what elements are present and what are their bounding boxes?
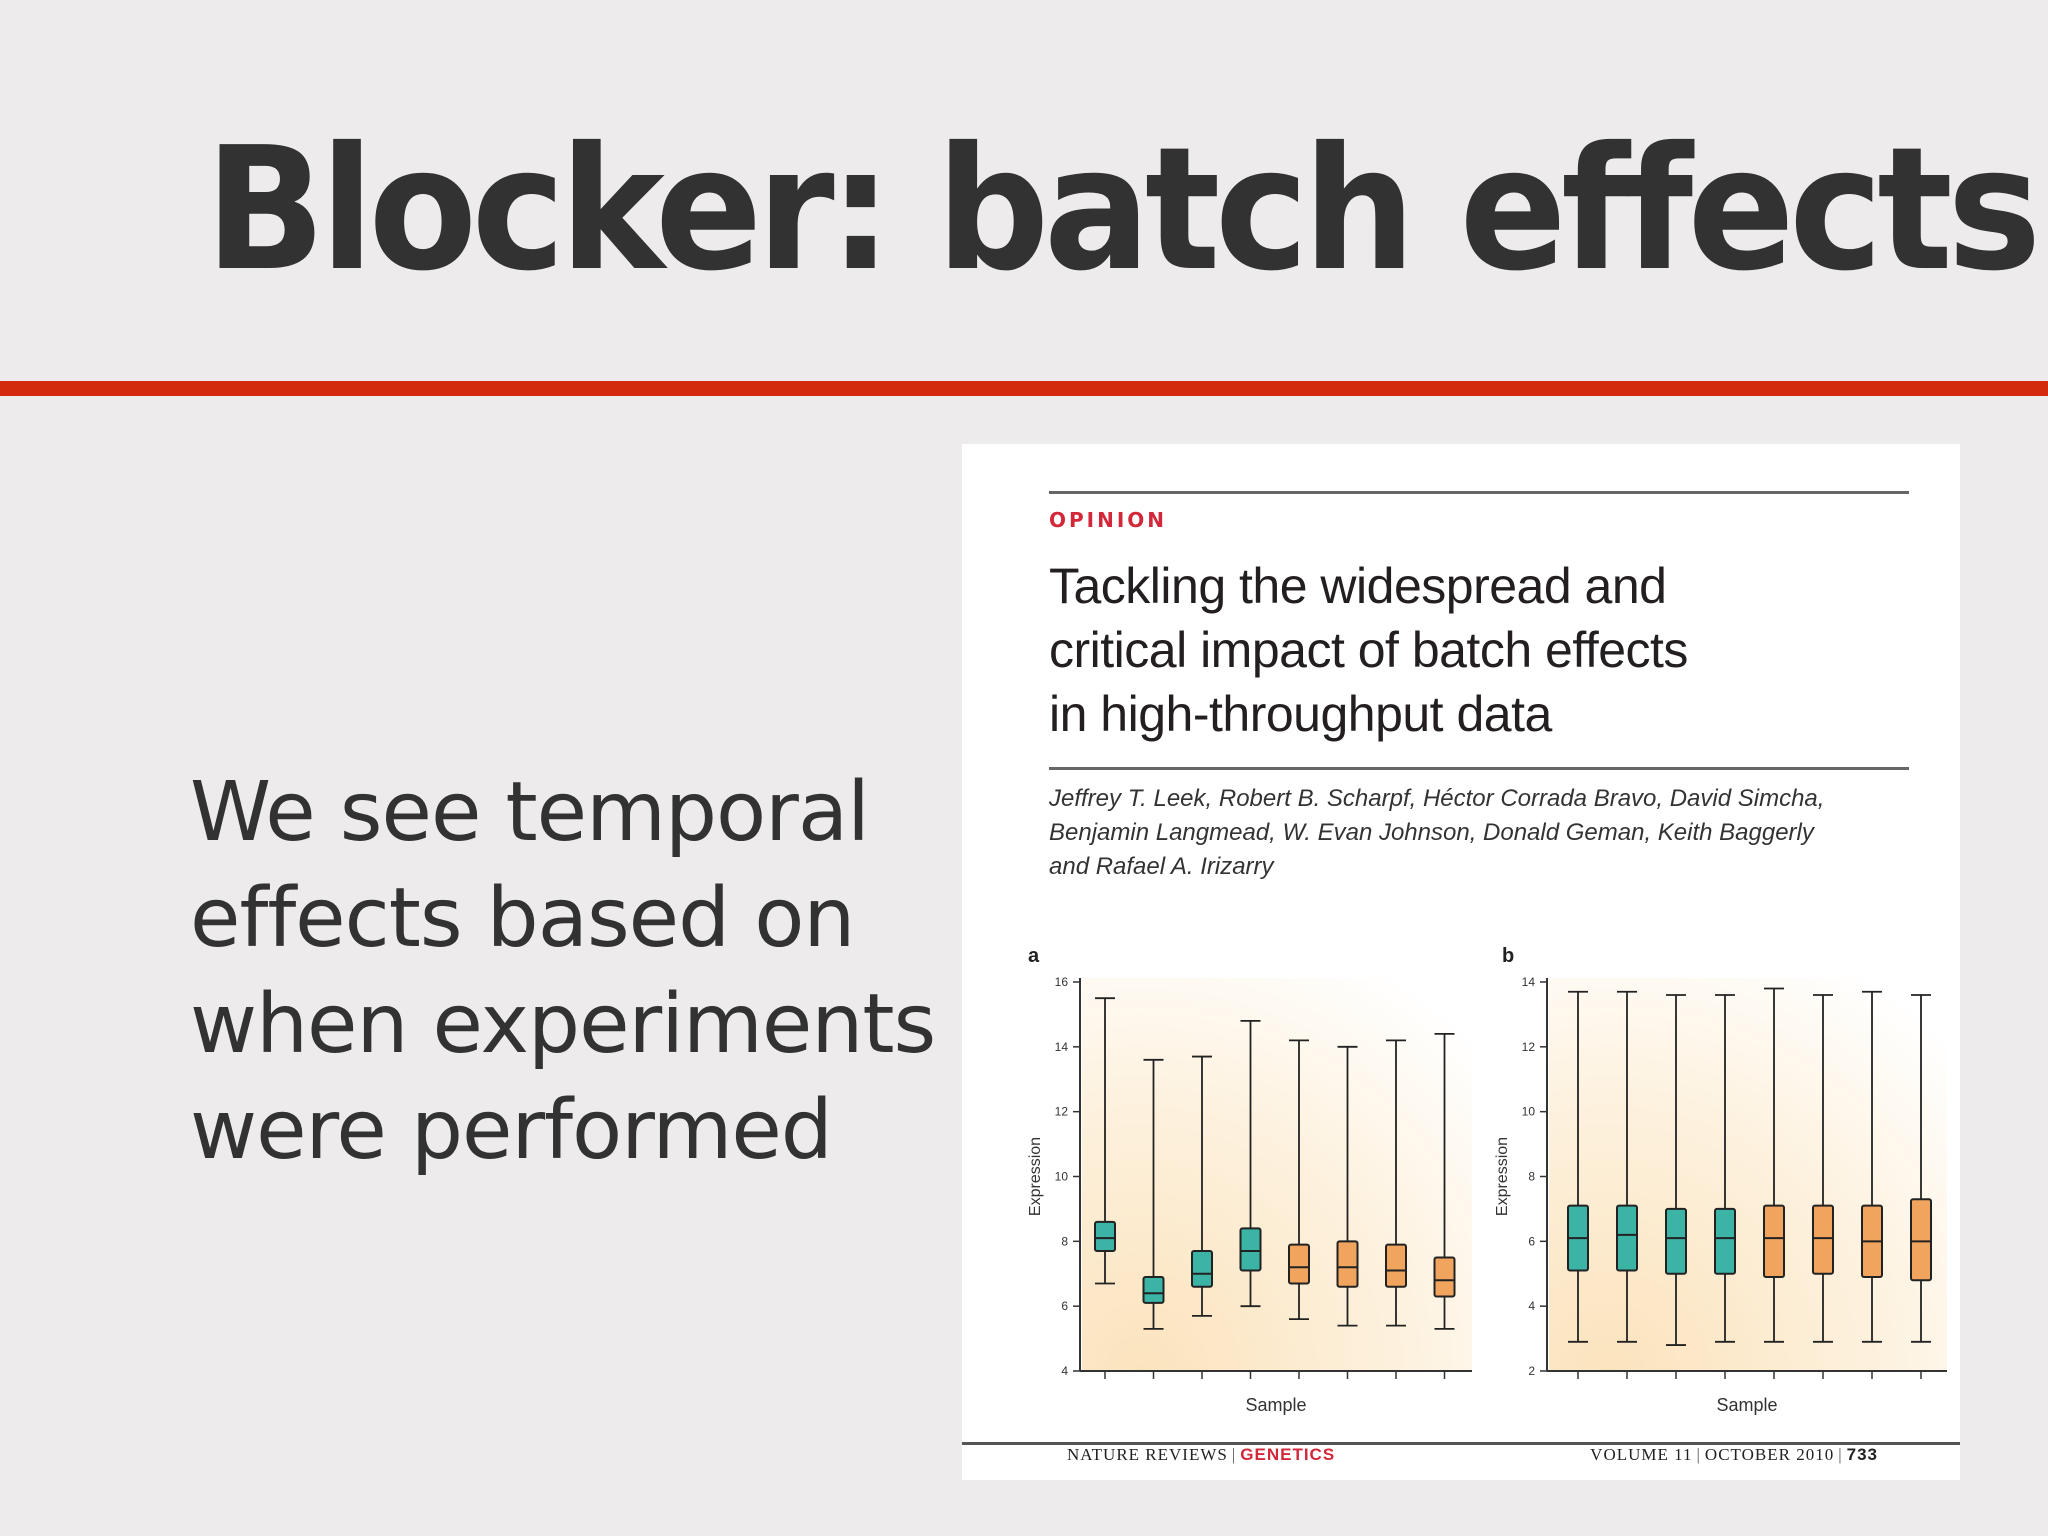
slide-body-text: We see temporal effects based on when ex… bbox=[190, 760, 936, 1184]
paper-top-rule bbox=[1049, 491, 1909, 494]
box-iqr bbox=[1433, 1256, 1456, 1298]
plot-background bbox=[1082, 978, 1472, 1371]
paper-title: Tackling the widespread and critical imp… bbox=[1049, 554, 1909, 746]
body-line: when experiments bbox=[190, 977, 936, 1072]
y-tick-label: 6 bbox=[1061, 1299, 1068, 1313]
author-line: Jeffrey T. Leek, Robert B. Scharpf, Héct… bbox=[1049, 785, 1825, 812]
box-iqr bbox=[1812, 1204, 1834, 1275]
page-number: 733 bbox=[1846, 1445, 1878, 1464]
paper-section-label: OPINION bbox=[1049, 508, 1168, 532]
y-tick-label: 10 bbox=[1055, 1170, 1069, 1184]
journal-section: GENETICS bbox=[1240, 1445, 1336, 1464]
body-line: were performed bbox=[190, 1083, 833, 1178]
y-axis-label: Expression bbox=[1494, 1137, 1511, 1216]
box-iqr bbox=[1336, 1240, 1359, 1288]
box-iqr bbox=[1714, 1207, 1736, 1275]
box-iqr bbox=[1288, 1243, 1310, 1285]
y-tick-label: 2 bbox=[1528, 1364, 1535, 1378]
box-iqr bbox=[1616, 1204, 1638, 1272]
title-divider bbox=[0, 381, 2048, 396]
box-iqr bbox=[1763, 1204, 1785, 1278]
paper-footer-issue: VOLUME 11 | OCTOBER 2010 | 733 bbox=[1590, 1445, 1878, 1464]
boxplot-figures: a 4 6 8 10 12 14 16 Expression Sample b 2 4 6 8 10 12 14 E… bbox=[1027, 945, 1947, 1415]
journal-name: NATURE REVIEWS bbox=[1067, 1445, 1228, 1464]
panel-label: a bbox=[1028, 945, 1040, 967]
y-tick-label: 6 bbox=[1528, 1234, 1535, 1248]
y-tick-label: 12 bbox=[1522, 1040, 1536, 1054]
y-tick-label: 16 bbox=[1055, 975, 1069, 989]
author-line: and Rafael A. Irizarry bbox=[1049, 853, 1274, 880]
x-axis-label: Sample bbox=[1245, 1395, 1306, 1415]
y-tick-label: 4 bbox=[1528, 1299, 1535, 1313]
y-tick-label: 12 bbox=[1055, 1105, 1069, 1119]
panel-label: b bbox=[1502, 945, 1514, 967]
box-iqr bbox=[1191, 1250, 1213, 1288]
body-line: We see temporal bbox=[190, 765, 870, 860]
issue-date: OCTOBER 2010 bbox=[1704, 1445, 1835, 1464]
volume: VOLUME 11 bbox=[1590, 1445, 1693, 1464]
body-line: effects based on bbox=[190, 871, 855, 966]
y-tick-label: 8 bbox=[1061, 1234, 1068, 1248]
plot-background bbox=[1549, 978, 1947, 1371]
paper-title-line: in high-throughput data bbox=[1049, 686, 1552, 742]
paper-title-line: Tackling the widespread and bbox=[1049, 558, 1667, 614]
paper-excerpt-image: OPINION Tackling the widespread and crit… bbox=[962, 444, 1960, 1480]
paper-authors: Jeffrey T. Leek, Robert B. Scharpf, Héct… bbox=[1049, 782, 1909, 884]
box-iqr bbox=[1142, 1275, 1165, 1304]
box-iqr bbox=[1910, 1198, 1932, 1282]
author-line: Benjamin Langmead, W. Evan Johnson, Dona… bbox=[1049, 819, 1814, 846]
y-axis-label: Expression bbox=[1027, 1137, 1044, 1216]
paper-title-line: critical impact of batch effects bbox=[1049, 622, 1688, 678]
box-iqr bbox=[1239, 1227, 1262, 1272]
paper-title-rule bbox=[1049, 767, 1909, 770]
y-tick-label: 14 bbox=[1522, 975, 1536, 989]
y-tick-label: 10 bbox=[1522, 1105, 1536, 1119]
y-tick-label: 8 bbox=[1528, 1170, 1535, 1184]
box-iqr bbox=[1665, 1207, 1687, 1275]
y-tick-label: 4 bbox=[1061, 1364, 1068, 1378]
x-axis-label: Sample bbox=[1716, 1395, 1777, 1415]
paper-footer-rule bbox=[962, 1442, 1960, 1445]
box-iqr bbox=[1385, 1243, 1407, 1288]
paper-footer-journal: NATURE REVIEWS | GENETICS bbox=[1067, 1445, 1336, 1464]
box-iqr bbox=[1094, 1220, 1116, 1253]
y-tick-label: 14 bbox=[1055, 1040, 1069, 1054]
slide-title: Blocker: batch effects bbox=[205, 111, 2041, 309]
